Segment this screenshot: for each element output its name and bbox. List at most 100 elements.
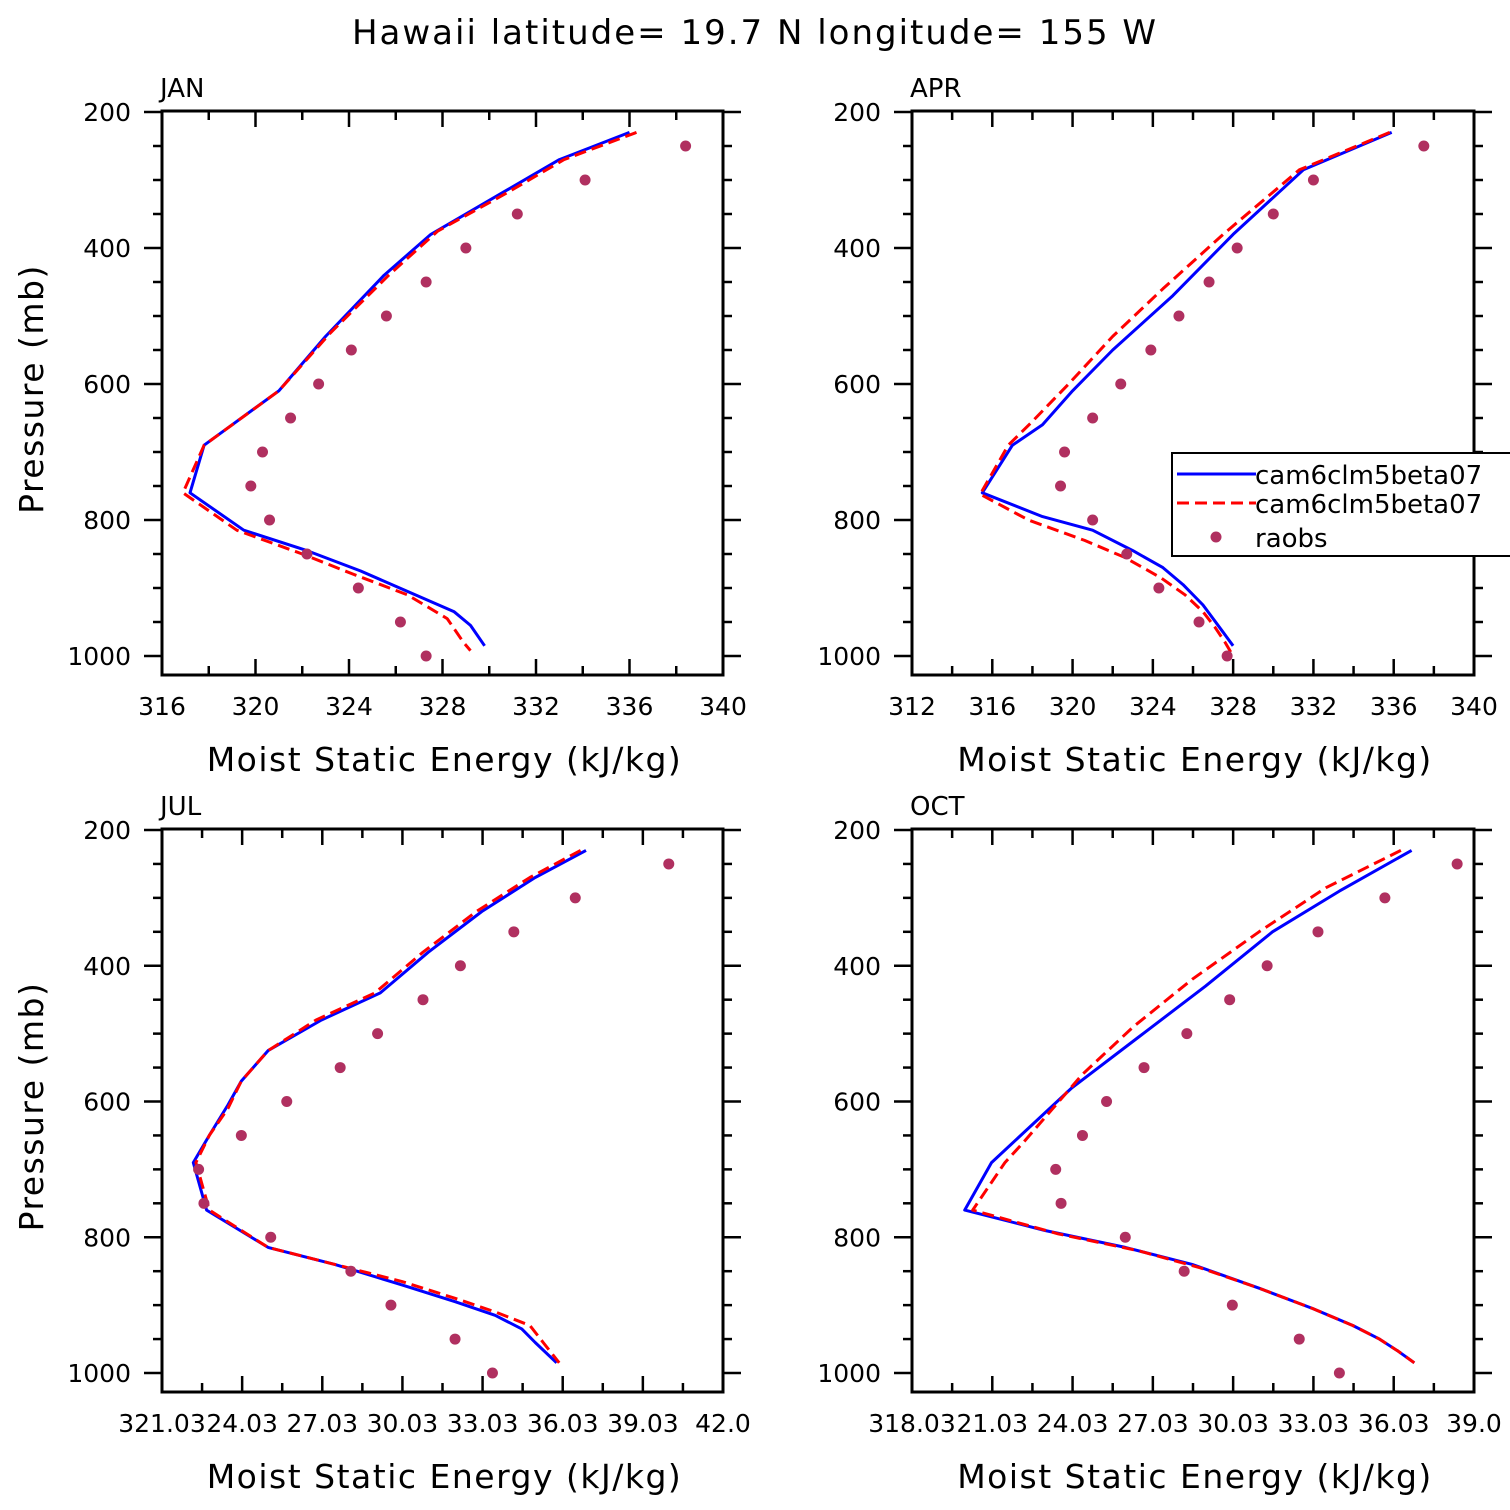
figure-title: Hawaii latitude= 19.7 N longitude= 155 W [352, 13, 1158, 53]
plot-frame [160, 109, 725, 677]
raobs-point [1173, 310, 1185, 322]
raobs-point [1333, 1367, 1345, 1379]
raobs-point [285, 412, 297, 424]
x-tick-label: 318.03 [868, 1409, 955, 1438]
y-tick-label: 400 [83, 234, 131, 263]
series-line-solid [191, 849, 587, 1364]
raobs-point [1055, 480, 1067, 492]
x-tick-label: 324 [1129, 692, 1177, 721]
raobs-point [1138, 1062, 1150, 1074]
raobs-point [417, 994, 429, 1006]
raobs-point [454, 960, 466, 972]
raobs-point [1261, 960, 1273, 972]
y-tick-label: 800 [833, 1223, 881, 1252]
raobs-point [1193, 616, 1205, 628]
y-tick-label: 1000 [817, 642, 881, 671]
y-tick-label: 600 [83, 1088, 131, 1117]
x-tick-label: 324 [325, 692, 373, 721]
raobs-point [1293, 1333, 1305, 1345]
x-tick-label: 312 [888, 692, 936, 721]
x-tick-label: 36.03 [1358, 1409, 1430, 1438]
x-tick-label: 336 [1370, 692, 1418, 721]
raobs-point [380, 310, 392, 322]
raobs-point [1050, 1163, 1062, 1175]
raobs-point [372, 1028, 384, 1040]
y-tick-label: 1000 [67, 642, 131, 671]
y-tick-label: 200 [83, 816, 131, 845]
raobs-point [1119, 1231, 1131, 1243]
raobs-point [245, 480, 257, 492]
y-tick-label: 1000 [67, 1359, 131, 1388]
y-tick-label: 600 [833, 370, 881, 399]
series-line-solid [188, 131, 631, 647]
series-line-dashed [181, 130, 638, 652]
raobs-point [1059, 446, 1071, 458]
x-tick-label: 27.03 [1117, 1409, 1189, 1438]
y-axis-title: Pressure (mb) [12, 264, 51, 514]
raobs-point [1224, 994, 1236, 1006]
raobs-point [1312, 926, 1324, 938]
raobs-point [281, 1096, 293, 1107]
x-tick-label: 30.03 [1197, 1409, 1269, 1438]
y-tick-label: 200 [833, 816, 881, 845]
series-line-dashed [978, 131, 1391, 654]
x-tick-label: 36.03 [527, 1409, 599, 1438]
raobs-point [420, 650, 432, 662]
legend-box [1171, 452, 1510, 557]
raobs-point [508, 926, 520, 938]
raobs-point [1379, 892, 1391, 904]
raobs-point [1055, 1197, 1067, 1209]
x-tick-label: 42.0 [695, 1409, 751, 1438]
x-tick-label: 340 [1450, 692, 1498, 721]
x-tick-label: 328 [1209, 692, 1257, 721]
raobs-point [352, 582, 364, 594]
x-tick-label: 328 [419, 692, 467, 721]
panel-apr: APR 312 316 320 324 328 332 336 340 200 400 600 800 1… [817, 74, 1497, 779]
x-tick-label: 30.03 [367, 1409, 439, 1438]
panel-label: JUL [158, 792, 202, 822]
raobs-point [257, 446, 269, 458]
y-tick-label: 400 [833, 952, 881, 981]
plot-frame [910, 827, 1476, 1394]
x-tick-label: 33.03 [447, 1409, 519, 1438]
raobs-point [1121, 548, 1133, 560]
raobs-point [394, 616, 406, 628]
raobs-point [1087, 412, 1099, 424]
raobs-point [1203, 276, 1215, 288]
y-tick-label: 1000 [817, 1359, 881, 1388]
series-line-solid [963, 849, 1416, 1365]
raobs-point [264, 514, 276, 526]
raobs-point [449, 1333, 461, 1345]
x-tick-label: 27.03 [286, 1409, 358, 1438]
raobs-point [663, 858, 675, 870]
raobs-point [1153, 582, 1165, 594]
y-tick-label: 800 [833, 506, 881, 535]
raobs-point [511, 208, 523, 220]
legend-marker-raobs [1210, 531, 1222, 543]
raobs-point [1101, 1096, 1113, 1107]
raobs-point [334, 1062, 346, 1074]
y-tick-label: 400 [83, 952, 131, 981]
x-tick-label: 321.03 [118, 1409, 205, 1438]
raobs-point [1418, 140, 1430, 152]
x-axis-title: Moist Static Energy (kJ/kg) [207, 1457, 683, 1496]
raobs-point [301, 548, 313, 560]
raobs-point [1307, 174, 1319, 186]
raobs-point [198, 1197, 210, 1209]
x-tick-label: 33.03 [1278, 1409, 1350, 1438]
y-tick-label: 200 [833, 98, 881, 127]
raobs-point [1115, 378, 1127, 390]
legend-label: raobs [1255, 524, 1328, 554]
raobs-point [345, 344, 357, 356]
x-tick-label: 336 [606, 692, 654, 721]
x-tick-label: 316 [138, 692, 186, 721]
x-tick-label: 24.03 [1037, 1409, 1109, 1438]
panel-oct: OCT 318.03 21.03 24.03 27.03 30.03 33.03 36.03 3… [817, 792, 1501, 1496]
series-line-dashed [194, 849, 582, 1364]
raobs-point [235, 1129, 247, 1141]
raobs-point [1087, 514, 1099, 526]
raobs-point [1231, 242, 1243, 254]
raobs-point [1181, 1028, 1193, 1040]
